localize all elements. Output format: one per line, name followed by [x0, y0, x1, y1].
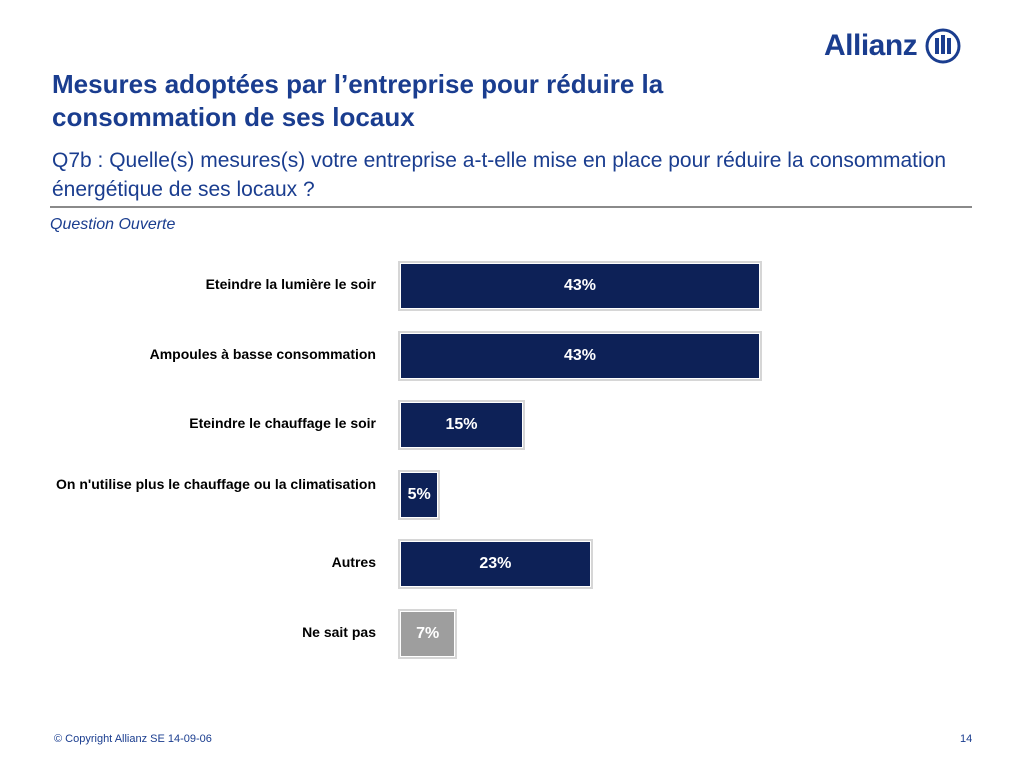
bar-value-label: 15%: [445, 416, 478, 433]
category-label: Ne sait pas: [302, 623, 376, 640]
allianz-eagle-icon: [925, 28, 961, 64]
category-label: Eteindre le chauffage le soir: [189, 415, 376, 431]
bar: 15%: [398, 400, 525, 450]
question-type-note: Question Ouverte: [50, 216, 176, 233]
bar-chart: Eteindre la lumière le soir 43% Ampoules à…: [0, 250, 1024, 670]
bar-value-label: 43%: [563, 346, 597, 364]
bar-value-label: 43%: [563, 277, 597, 294]
bar: 7%: [398, 608, 458, 659]
question-text: Q7b : Quelle(s) mesures(s) votre entrepr…: [52, 149, 947, 201]
page-number: 14: [960, 733, 973, 745]
bar: 43%: [398, 330, 762, 381]
page-title: Mesures adoptées par l’entreprise pour r…: [52, 69, 664, 132]
category-label: Autres: [331, 554, 376, 570]
category-label: On n'utilise plus le chauffage ou la cli…: [56, 475, 376, 492]
bar-value-label: 5%: [407, 485, 431, 503]
allianz-logo: Allianz: [824, 28, 961, 64]
bar-value-label: 23%: [479, 555, 512, 572]
category-label: Ampoules à basse consommation: [149, 345, 376, 362]
bar-value-label: 7%: [416, 624, 440, 642]
bar: 23%: [398, 539, 593, 589]
category-label: Eteindre la lumière le soir: [205, 276, 376, 292]
copyright-text: © Copyright Allianz SE 14-09-06: [54, 733, 212, 745]
logo-text: Allianz: [824, 29, 918, 62]
bar: 5%: [398, 469, 441, 520]
bar: 43%: [398, 261, 762, 311]
header-divider: [50, 206, 972, 208]
